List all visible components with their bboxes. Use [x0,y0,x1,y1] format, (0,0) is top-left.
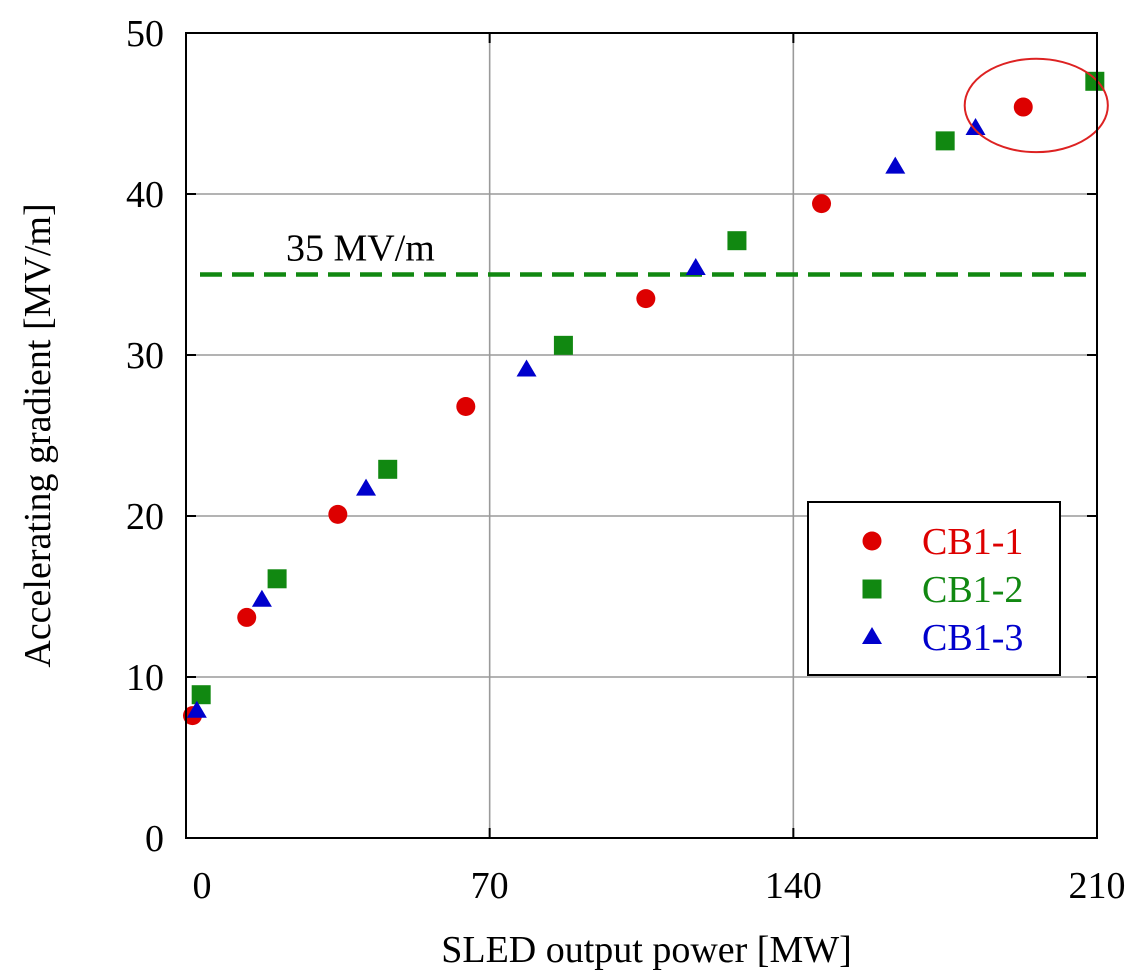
plot-frame [185,32,1098,839]
point-cb1-2 [267,569,287,589]
highlight-ellipse [963,57,1109,154]
x-tick-label: 0 [193,865,212,907]
legend-marker [862,627,882,644]
point-cb1-3 [516,359,537,377]
legend-label: CB1-2 [922,569,1023,611]
y-tick-label: 20 [126,496,164,538]
point-cb1-3 [965,117,986,135]
x-tick-label: 210 [1069,865,1126,907]
legend-marker [862,531,882,551]
x-tick-labels: 0 70 140 210 [193,865,1126,907]
legend-label: CB1-3 [922,617,1023,659]
point-cb1-2 [727,231,747,251]
y-tick-label: 10 [126,657,164,699]
point-cb1-3 [885,156,906,174]
y-tick-label: 50 [126,13,164,55]
y-tick-labels: 0 10 20 30 40 50 [126,13,164,860]
x-axis-title: SLED output power [MW] [441,929,852,971]
point-cb1-3 [186,700,207,718]
point-cb1-1 [1013,97,1033,117]
y-tick-label: 0 [145,818,164,860]
y-tick-label: 30 [126,335,164,377]
reference-line-group: 35 MV/m [200,228,1091,277]
point-cb1-3 [685,258,706,276]
point-cb1-1 [237,607,257,627]
point-cb1-1 [812,194,832,214]
point-cb1-3 [251,589,272,607]
point-cb1-2 [553,335,573,355]
point-cb1-2 [1085,71,1105,91]
point-cb1-1 [636,289,656,309]
y-tick-label: 40 [126,174,164,216]
point-cb1-2 [378,459,398,479]
legend: CB1-1 CB1-2 CB1-3 [807,501,1061,676]
grid-lines [186,33,1097,838]
y-axis-title: Accelerating gradient [MV/m] [17,203,59,667]
point-cb1-2 [935,131,955,151]
legend-box [807,501,1061,676]
point-cb1-1 [328,504,348,524]
x-tick-label: 70 [471,865,509,907]
point-cb1-1 [456,397,476,417]
data-points [183,71,1105,726]
point-cb1-2 [191,685,211,705]
legend-label: CB1-1 [922,521,1023,563]
axis-ticks [185,32,1098,839]
x-tick-label: 140 [765,865,822,907]
point-cb1-3 [356,478,377,496]
legend-marker [862,579,882,599]
reference-line-label: 35 MV/m [286,228,435,270]
